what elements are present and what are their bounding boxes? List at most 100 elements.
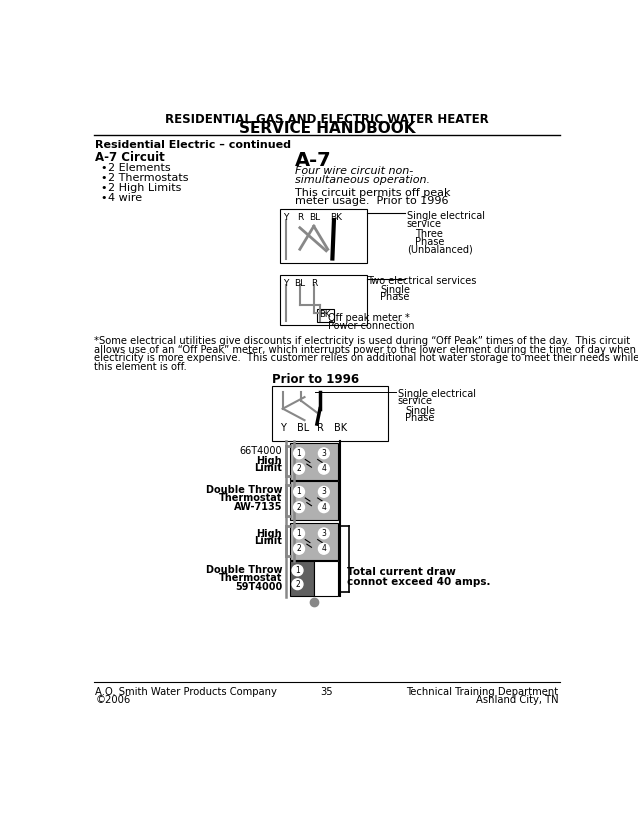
Circle shape [318, 487, 329, 497]
Text: 3: 3 [322, 487, 326, 496]
Bar [279, 275, 366, 325]
Text: 1: 1 [297, 487, 301, 496]
Text: •: • [100, 173, 107, 183]
Bar [272, 386, 388, 441]
Text: Prior to 1996: Prior to 1996 [272, 373, 359, 387]
Text: Power connection: Power connection [328, 320, 414, 331]
Text: 35: 35 [321, 686, 333, 696]
Circle shape [293, 502, 304, 513]
Text: this element is off.: this element is off. [94, 362, 186, 372]
Text: 3: 3 [322, 449, 326, 458]
Text: Single: Single [405, 406, 435, 415]
Text: electricity is more expensive.  This customer relies on additional hot water sto: electricity is more expensive. This cust… [94, 354, 638, 363]
Text: A.O. Smith Water Products Company: A.O. Smith Water Products Company [95, 686, 277, 696]
Text: service: service [397, 396, 433, 406]
Text: 4: 4 [322, 544, 326, 553]
Text: BK: BK [330, 213, 342, 222]
Circle shape [293, 544, 304, 554]
Text: Off peak meter *: Off peak meter * [328, 313, 410, 323]
Text: 4 wire: 4 wire [108, 193, 142, 203]
Bar [279, 209, 366, 263]
Text: Residential Electric – continued: Residential Electric – continued [95, 140, 292, 150]
Text: 2 Elements: 2 Elements [108, 163, 170, 173]
Text: 4: 4 [322, 503, 326, 512]
Text: Technical Training Department: Technical Training Department [406, 686, 559, 696]
Text: R: R [311, 278, 317, 287]
Text: AW-7135: AW-7135 [234, 502, 282, 512]
Circle shape [318, 544, 329, 554]
Bar [290, 481, 338, 520]
Text: •: • [100, 193, 107, 203]
Text: service: service [407, 219, 441, 230]
Text: 3: 3 [322, 529, 326, 538]
Text: simultaneous operation.: simultaneous operation. [295, 174, 430, 184]
Text: This circuit permits off peak: This circuit permits off peak [295, 188, 450, 197]
Text: •: • [100, 183, 107, 193]
Bar [290, 561, 314, 596]
Text: Limit: Limit [254, 463, 282, 473]
Text: ©2006: ©2006 [95, 695, 131, 705]
Text: meter usage.  Prior to 1996: meter usage. Prior to 1996 [295, 196, 449, 206]
Text: 2: 2 [297, 464, 301, 473]
Circle shape [292, 579, 303, 590]
Text: BK: BK [334, 423, 347, 433]
Bar [317, 309, 334, 322]
Text: Y: Y [283, 278, 288, 287]
Text: BK: BK [319, 310, 330, 319]
Text: 1: 1 [295, 566, 300, 575]
Text: Double Throw: Double Throw [205, 565, 282, 575]
Circle shape [293, 528, 304, 539]
Text: Total current draw: Total current draw [347, 567, 456, 577]
Text: 2: 2 [295, 580, 300, 589]
Text: RESIDENTIAL GAS AND ELECTRIC WATER HEATER: RESIDENTIAL GAS AND ELECTRIC WATER HEATE… [165, 113, 489, 126]
Text: Double Throw: Double Throw [205, 485, 282, 495]
Text: Three: Three [415, 230, 442, 240]
Text: 2: 2 [297, 544, 301, 553]
Bar [290, 443, 338, 480]
Text: BL: BL [293, 278, 305, 287]
Text: 2 Thermostats: 2 Thermostats [108, 173, 188, 183]
Text: 2: 2 [297, 503, 301, 512]
Text: Single electrical: Single electrical [397, 389, 475, 399]
Text: High: High [256, 529, 282, 539]
Text: R: R [317, 423, 323, 433]
Text: Phase: Phase [415, 237, 444, 247]
Text: Thermostat: Thermostat [219, 493, 282, 503]
Text: allows use of an “Off Peak” meter, which interrupts power to the lower element d: allows use of an “Off Peak” meter, which… [94, 344, 635, 354]
Text: Thermostat: Thermostat [219, 573, 282, 583]
Text: Y: Y [283, 213, 288, 222]
Text: A-7: A-7 [295, 151, 332, 170]
Text: SERVICE HANDBOOK: SERVICE HANDBOOK [239, 121, 415, 136]
Text: Phase: Phase [380, 292, 410, 301]
Text: BL: BL [297, 423, 309, 433]
Text: (Unbalanced): (Unbalanced) [407, 244, 473, 254]
Circle shape [318, 528, 329, 539]
Circle shape [293, 487, 304, 497]
Text: connot exceed 40 amps.: connot exceed 40 amps. [347, 577, 491, 586]
Text: 66T4000: 66T4000 [239, 446, 282, 457]
Circle shape [318, 502, 329, 513]
Text: High: High [256, 456, 282, 466]
Text: Two electrical services: Two electrical services [367, 276, 477, 287]
Text: R: R [297, 213, 303, 222]
Bar [290, 523, 338, 559]
Circle shape [293, 448, 304, 458]
Text: •: • [100, 163, 107, 173]
Text: 59T4000: 59T4000 [235, 582, 282, 592]
Text: Four wire circuit non-: Four wire circuit non- [295, 166, 413, 176]
Bar [314, 561, 338, 596]
Text: 4: 4 [322, 464, 326, 473]
Text: BL: BL [309, 213, 320, 222]
Text: 1: 1 [297, 529, 301, 538]
Text: Limit: Limit [254, 536, 282, 547]
Text: Y: Y [279, 423, 286, 433]
Text: Single: Single [380, 285, 410, 295]
Circle shape [318, 463, 329, 474]
Text: 1: 1 [297, 449, 301, 458]
Text: Single electrical: Single electrical [407, 211, 485, 221]
Circle shape [318, 448, 329, 458]
Text: *Some electrical utilities give discounts if electricity is used during “Off Pea: *Some electrical utilities give discount… [94, 336, 630, 346]
Text: Ashland City, TN: Ashland City, TN [476, 695, 559, 705]
Text: Phase: Phase [405, 413, 434, 423]
Circle shape [292, 565, 303, 576]
